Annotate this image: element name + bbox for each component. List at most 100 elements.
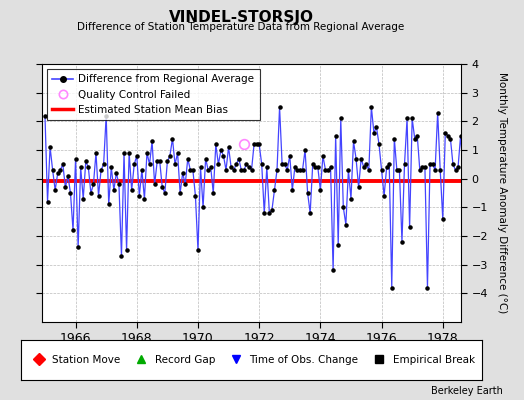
Point — [217, 147, 225, 153]
Point — [268, 207, 276, 213]
Point — [347, 196, 355, 202]
Point — [273, 167, 281, 173]
Point — [120, 150, 128, 156]
Point — [362, 161, 370, 168]
Point — [133, 152, 141, 159]
Text: VINDEL-STORSJO: VINDEL-STORSJO — [169, 10, 313, 25]
Point — [94, 193, 103, 199]
Point — [64, 172, 72, 179]
Point — [235, 155, 243, 162]
Point — [123, 247, 131, 254]
Point — [171, 161, 179, 168]
Point — [344, 167, 353, 173]
Point — [431, 167, 439, 173]
Point — [102, 112, 111, 119]
Point — [191, 193, 200, 199]
Point — [56, 167, 64, 173]
Point — [89, 181, 97, 188]
Point — [441, 130, 450, 136]
Point — [436, 167, 444, 173]
Point — [428, 161, 436, 168]
Point — [339, 204, 347, 210]
Point — [110, 187, 118, 193]
Point — [286, 152, 294, 159]
Point — [449, 161, 457, 168]
Point — [408, 115, 417, 122]
Point — [186, 167, 194, 173]
Point — [406, 224, 414, 230]
Point — [446, 135, 455, 142]
Point — [263, 164, 271, 170]
Point — [161, 190, 169, 196]
Point — [334, 241, 342, 248]
Point — [459, 167, 467, 173]
Point — [117, 253, 126, 259]
Point — [375, 141, 383, 148]
Point — [336, 115, 345, 122]
Point — [104, 201, 113, 208]
Point — [350, 138, 358, 144]
Point — [380, 193, 388, 199]
Point — [326, 164, 335, 170]
Point — [166, 152, 174, 159]
Point — [242, 161, 250, 168]
Point — [224, 144, 233, 150]
Point — [92, 150, 100, 156]
Point — [201, 155, 210, 162]
Point — [260, 210, 268, 216]
Point — [179, 170, 187, 176]
Point — [77, 164, 85, 170]
Point — [138, 167, 146, 173]
Point — [342, 221, 350, 228]
Point — [53, 170, 62, 176]
Point — [237, 167, 246, 173]
Point — [403, 115, 411, 122]
Point — [189, 167, 197, 173]
Point — [377, 167, 386, 173]
Point — [204, 167, 212, 173]
Point — [293, 167, 302, 173]
Point — [250, 141, 258, 148]
Point — [426, 161, 434, 168]
Point — [306, 210, 314, 216]
Point — [359, 164, 368, 170]
Point — [303, 190, 312, 196]
Point — [82, 158, 90, 165]
Point — [464, 164, 473, 170]
Point — [462, 167, 470, 173]
Point — [140, 196, 149, 202]
Point — [107, 164, 115, 170]
Point — [112, 170, 121, 176]
Point — [145, 161, 154, 168]
Legend: Station Move, Record Gap, Time of Obs. Change, Empirical Break: Station Move, Record Gap, Time of Obs. C… — [24, 351, 479, 369]
Point — [232, 161, 241, 168]
Point — [222, 167, 230, 173]
Point — [421, 164, 429, 170]
Point — [400, 161, 409, 168]
Point — [283, 167, 291, 173]
Point — [219, 152, 227, 159]
Point — [84, 164, 93, 170]
Point — [212, 141, 220, 148]
Point — [245, 164, 253, 170]
Point — [298, 167, 307, 173]
Point — [41, 112, 49, 119]
Point — [329, 267, 337, 274]
Text: Berkeley Earth: Berkeley Earth — [431, 386, 503, 396]
Point — [255, 141, 264, 148]
Point — [148, 138, 156, 144]
Point — [48, 167, 57, 173]
Point — [125, 150, 133, 156]
Point — [451, 167, 460, 173]
Point — [153, 158, 161, 165]
Point — [466, 161, 475, 168]
Point — [454, 164, 462, 170]
Point — [257, 161, 266, 168]
Point — [309, 161, 317, 168]
Point — [321, 167, 330, 173]
Point — [296, 167, 304, 173]
Point — [135, 193, 144, 199]
Point — [69, 227, 77, 234]
Point — [319, 152, 327, 159]
Point — [253, 141, 261, 148]
